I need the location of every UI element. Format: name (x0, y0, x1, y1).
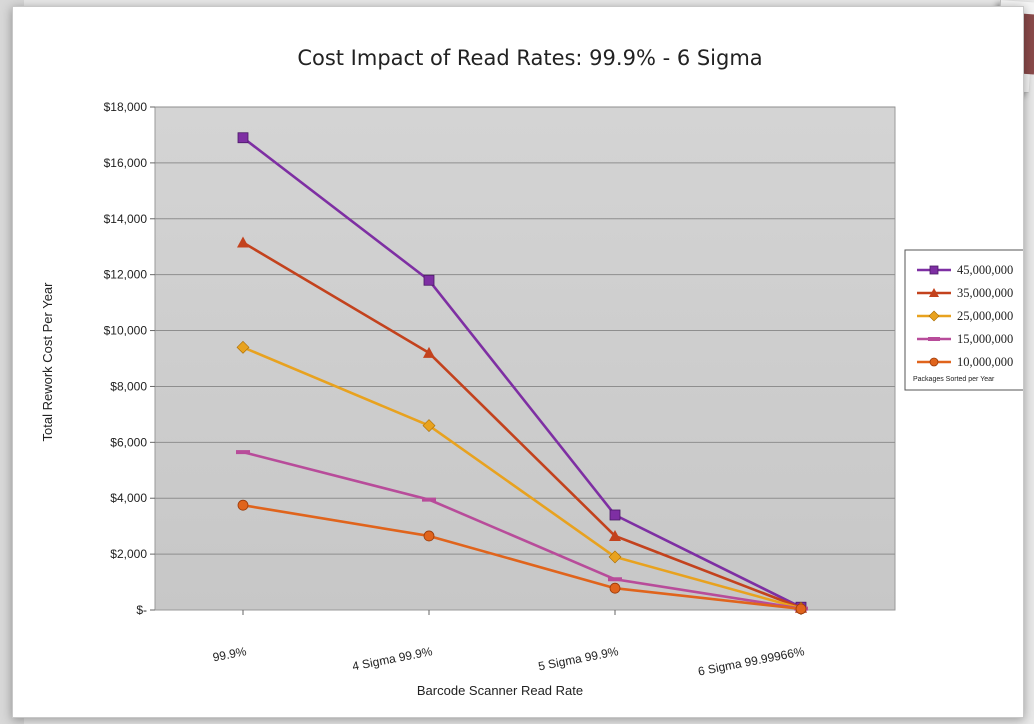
y-tick-label: $8,000 (110, 379, 147, 393)
line-chart: $- $2,000 $4,000 $6,000 $8,000 $10,000 $12,000… (40, 46, 1023, 698)
data-point (422, 497, 436, 502)
legend-item: 15,000,000 (917, 332, 1013, 346)
data-point (423, 530, 435, 542)
chart-card: $- $2,000 $4,000 $6,000 $8,000 $10,000 $12,000… (12, 6, 1024, 718)
y-tick-label: $10,000 (104, 324, 148, 338)
plot-area (154, 106, 896, 611)
data-point (236, 450, 250, 455)
gridlines (155, 106, 895, 555)
data-point (929, 357, 939, 367)
y-tick-label: $4,000 (110, 491, 147, 505)
data-point (237, 236, 249, 248)
legend-item: 35,000,000 (917, 286, 1013, 300)
series-10000000 (237, 499, 807, 615)
data-point (423, 274, 435, 286)
series-25000000 (236, 340, 808, 615)
data-point (236, 340, 250, 354)
y-tick-label: $12,000 (104, 268, 148, 282)
x-axis-label: Barcode Scanner Read Rate (417, 683, 583, 698)
x-tick-label: 5 Sigma 99.9% (537, 644, 620, 673)
legend: 45,000,000 35,000,000 25,000,000 15,000,000… (904, 249, 1023, 391)
data-point (609, 529, 621, 541)
legend-items: 45,000,000 35,000,000 25,000,000 15,000,000… (917, 263, 1013, 369)
series-line (242, 450, 802, 610)
y-axis-label: Total Rework Cost Per Year (40, 282, 55, 442)
y-tick-label: $16,000 (104, 156, 148, 170)
x-tick-label: 99.9% (211, 644, 247, 664)
data-point (609, 582, 621, 594)
series-line (242, 136, 802, 609)
series-line (242, 346, 802, 610)
legend-label: 35,000,000 (957, 286, 1013, 300)
x-axis-ticks: 99.9% 4 Sigma 99.9% 5 Sigma 99.9% 6 Sigma 9… (211, 610, 806, 679)
data-point (237, 132, 249, 144)
data-point (608, 550, 622, 564)
y-tick-label: $2,000 (110, 547, 147, 561)
series-lines (236, 132, 808, 615)
data-point (795, 603, 807, 615)
y-tick-label: $18,000 (104, 100, 148, 114)
legend-item: 25,000,000 (917, 309, 1013, 323)
data-point (928, 310, 940, 322)
legend-label: 25,000,000 (957, 309, 1013, 323)
legend-label: 15,000,000 (957, 332, 1013, 346)
data-point (929, 265, 939, 275)
data-point (423, 346, 435, 358)
series-line (242, 241, 802, 609)
data-point (237, 499, 249, 511)
y-tick-label: $6,000 (110, 435, 147, 449)
legend-item: 45,000,000 (917, 263, 1013, 277)
chart-title: Cost Impact of Read Rates: 99.9% - 6 Sig… (297, 46, 762, 70)
y-tick-label: $- (136, 603, 147, 617)
legend-box (904, 249, 1023, 391)
data-point (929, 288, 939, 297)
data-point (609, 509, 621, 521)
series-line (242, 503, 802, 611)
x-tick-label: 4 Sigma 99.9% (351, 644, 434, 673)
x-tick-label: 6 Sigma 99.99966% (697, 644, 806, 678)
data-point (422, 419, 436, 432)
legend-title: Packages Sorted per Year (913, 376, 995, 383)
data-point (608, 577, 622, 582)
data-point (928, 337, 940, 341)
y-axis-ticks: $- $2,000 $4,000 $6,000 $8,000 $10,000 $12,000… (104, 100, 155, 617)
y-tick-label: $14,000 (104, 212, 148, 226)
legend-item: 10,000,000 (917, 355, 1013, 369)
legend-label: 45,000,000 (957, 263, 1013, 277)
legend-label: 10,000,000 (957, 355, 1013, 369)
